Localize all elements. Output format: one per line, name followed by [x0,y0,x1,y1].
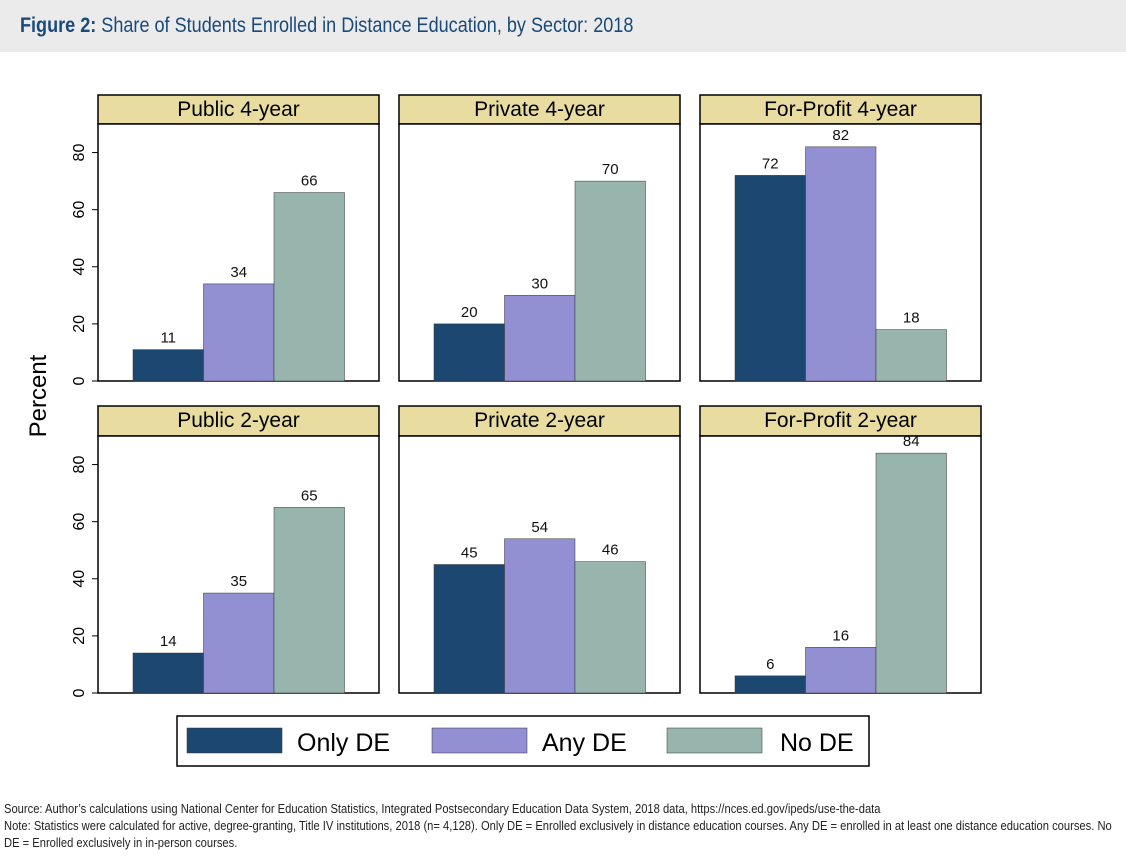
bar-value-label: 30 [531,275,548,292]
legend-label: Only DE [297,729,390,757]
panel-header [398,405,681,437]
y-tick-label: 20 [71,315,88,333]
bar-value-label: 35 [230,573,247,590]
bar-value-label: 84 [903,433,920,450]
bar [504,295,576,382]
legend-label: No DE [780,729,854,757]
y-tick-label: 60 [71,201,88,219]
bar [574,180,646,382]
panel-header [699,94,982,125]
bar-value-label: 70 [602,161,619,178]
bar-value-label: 82 [832,127,849,144]
bar-value-label: 46 [602,542,619,559]
bar-value-label: 66 [301,173,318,190]
figure-footer: Source: Author’s calculations using Nati… [4,800,1113,851]
bar [273,192,345,382]
bar [875,329,947,382]
figure-title-text: Share of Students Enrolled in Distance E… [101,14,634,37]
panel-title: Public 2-year [177,409,300,432]
bar-value-label: 20 [461,304,478,321]
bar-value-label: 16 [832,627,849,644]
bar [574,561,646,694]
bar [433,564,505,694]
bar [875,452,947,694]
y-tick-label: 80 [71,456,88,474]
y-tick-label: 0 [71,688,88,697]
figure-title: Figure 2: Share of Students Enrolled in … [20,14,633,38]
panel-title: Private 2-year [474,409,605,432]
bar [203,283,275,382]
panel-title: For-Profit 2-year [764,409,917,432]
bar-value-label: 45 [461,545,478,562]
panel-title: Public 4-year [177,98,300,121]
bar [273,507,345,694]
legend-label: Any DE [542,729,627,757]
figure-label: Figure 2: [20,14,97,37]
y-tick-label: 40 [71,570,88,588]
bar [734,175,806,382]
legend-swatch [186,727,283,754]
panel-title: For-Profit 4-year [764,98,917,121]
bar-value-label: 72 [762,155,779,172]
bar-value-label: 65 [301,487,318,504]
bar-value-label: 18 [903,310,920,327]
panel-title: Private 4-year [474,98,605,121]
bar-value-label: 14 [160,633,177,650]
source-note: Source: Author’s calculations using Nati… [4,801,881,816]
bar [734,675,806,694]
legend-swatch [431,727,528,754]
panel-header [699,405,982,437]
y-tick-label: 80 [71,144,88,162]
y-tick-label: 0 [71,376,88,385]
bar-value-label: 54 [531,519,548,536]
y-tick-label: 40 [71,258,88,276]
bar-value-label: 6 [766,656,774,673]
bar [805,647,877,694]
bar [504,538,576,694]
bar [433,323,505,382]
bar [132,349,204,382]
bar [203,592,275,694]
panel-header [97,405,380,437]
y-tick-label: 60 [71,513,88,531]
bar [805,146,877,382]
y-tick-label: 20 [71,627,88,645]
figure-header: Figure 2: Share of Students Enrolled in … [0,0,1126,52]
bar-value-label: 11 [160,330,176,347]
panel-header [97,94,380,125]
bar [132,652,204,694]
methodology-note: Note: Statistics were calculated for act… [4,818,1112,850]
y-axis-label: Percent [25,354,52,437]
bar-value-label: 34 [230,264,247,281]
legend-swatch [666,727,763,754]
